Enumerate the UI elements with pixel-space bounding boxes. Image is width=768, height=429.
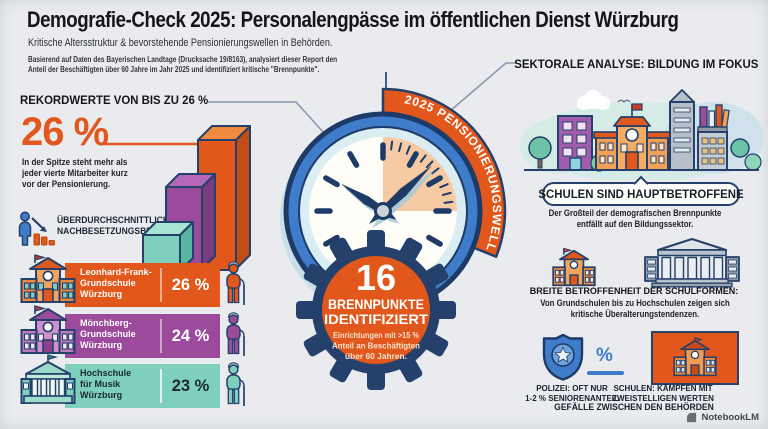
- tree-icon: [528, 136, 552, 160]
- hotspot-count: 16: [356, 257, 396, 298]
- city-illustration: [520, 89, 764, 180]
- facility-name: Mönchberg- Grundschule Würzburg: [80, 318, 136, 351]
- divider: [160, 319, 162, 353]
- government-building-icon: [644, 238, 740, 288]
- senior-person-icon: [226, 312, 245, 356]
- notebooklm-logo-label: NotebookLM: [701, 412, 759, 423]
- hotspot-desc-1: Einrichtungen mit >15 %: [333, 330, 419, 340]
- replacement-need-icon: [18, 211, 55, 246]
- police-label: POLIZEI: OFT NUR 1-2 % SENIORENANTEIL: [525, 384, 619, 403]
- page-title: Demografie-Check 2025: Personalengpässe …: [27, 7, 679, 32]
- notebooklm-logo-icon: [687, 412, 697, 423]
- facility-value: 23 %: [171, 376, 210, 395]
- facility-name: Hochschule für Musik Würzburg: [80, 368, 132, 401]
- school-icon: [20, 305, 76, 354]
- percent-symbol: %: [596, 345, 613, 366]
- badge-label: SCHULEN SIND HAUPTBETROFFENE: [538, 187, 744, 201]
- replacement-need-label: ÜBERDURCHSCHNITTLICHER NACHBESETZUNGSBED…: [57, 215, 181, 237]
- source-note: Basierend auf Daten des Bayerischen Land…: [28, 55, 338, 74]
- bird-icon: [617, 99, 631, 103]
- facility-band: Hochschule für Musik Würzburg 23 %: [65, 364, 220, 408]
- gap-footer-label: GEFÄLLE ZWISCHEN DEN BEHÖRDEN: [554, 402, 714, 412]
- school-boxed-icon: [673, 336, 717, 377]
- peak-stat-description: In der Spitze steht mehr als jeder viert…: [22, 157, 128, 189]
- schools-label: SCHULEN: KÄMPFEN MIT ZWEISTELLIGEN WERTE…: [612, 384, 714, 403]
- library-building-icon: [697, 104, 730, 171]
- facility-value: 26 %: [171, 275, 210, 294]
- notebooklm-branding: NotebookLM: [686, 412, 759, 423]
- percent-underline: [587, 371, 624, 375]
- school-small-icon: [552, 247, 596, 287]
- gear: [296, 230, 456, 390]
- tower-building-icon: [669, 89, 695, 171]
- gear-text: 16 BRENNPUNKTE IDENTIFIZIERT Einrichtung…: [324, 257, 428, 361]
- divider: [160, 268, 162, 302]
- clock-hub: [374, 202, 392, 220]
- senior-person-icon: [226, 362, 245, 406]
- facility-value: 24 %: [171, 326, 210, 345]
- school-forms-paragraph: Von Grundschulen bis zu Hochschulen zeig…: [540, 298, 730, 319]
- peak-stat-value: 26 %: [21, 110, 109, 154]
- hotspot-label-2: IDENTIFIZIERT: [324, 311, 428, 327]
- left-heading: REKORDWERTE VON BIS ZU 26 %: [20, 93, 209, 107]
- school-icon: [20, 254, 76, 303]
- subtitle: Kritische Altersstruktur & bevorstehende…: [28, 37, 333, 49]
- facility-row: Mönchberg- Grundschule Würzburg 24 %: [20, 305, 252, 358]
- facility-name: Leonhard-Frank- Grundschule Würzburg: [80, 267, 152, 300]
- clock-gear-graphic: 2025 PENSIONIERUNGSWELLE: [263, 68, 507, 390]
- divider: [160, 369, 162, 403]
- apartment-building-icon: [557, 115, 593, 171]
- school-forms-subheading: BREITE BETROFFENHEIT DER SCHULFORMEN:: [529, 286, 739, 297]
- cloud-icon: [577, 90, 610, 110]
- badge-schools-affected: SCHULEN SIND HAUPTBETROFFENE: [538, 182, 744, 206]
- senior-person-icon: [226, 261, 245, 305]
- facility-row: Leonhard-Frank- Grundschule Würzburg 26 …: [20, 254, 252, 307]
- facility-band: Leonhard-Frank- Grundschule Würzburg 26 …: [65, 263, 220, 307]
- sector-heading: SEKTORALE ANALYSE: BILDUNG IM FOKUS: [514, 57, 759, 71]
- facility-band: Mönchberg- Grundschule Würzburg 24 %: [65, 314, 220, 358]
- hotspot-desc-2: Anteil an Beschäftigten: [332, 341, 420, 351]
- hotspot-label-1: BRENNPUNKTE: [328, 296, 424, 312]
- hotspot-desc-3: über 60 Jahren.: [345, 351, 407, 361]
- schools-highlight-box: [651, 331, 739, 385]
- academy-icon: [20, 354, 76, 404]
- police-badge-icon: [542, 333, 584, 381]
- sector-paragraph: Der Großteil der demografischen Brennpun…: [548, 208, 722, 229]
- facility-row: Hochschule für Musik Würzburg 23 %: [20, 354, 252, 408]
- age-share-3d-bar-chart: [142, 125, 251, 272]
